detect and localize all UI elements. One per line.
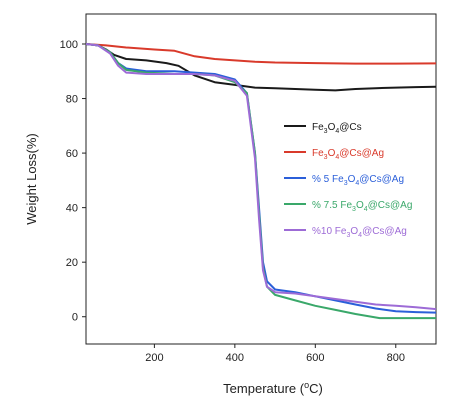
plot-frame: [85, 13, 437, 345]
y-tick-label: 0: [72, 312, 78, 324]
x-axis-label: Temperature (oC): [223, 380, 323, 396]
series-line-2: [85, 43, 437, 65]
series-line-5: [85, 43, 437, 311]
y-tick-label: 100: [60, 39, 78, 51]
y-tick-label: 20: [66, 257, 78, 269]
legend: Fe3O4@Cs Fe3O4@Cs@Ag % 5 Fe3O4@Cs@Ag % 7.5 …: [284, 122, 412, 239]
x-axis: 200 400 600 800: [145, 344, 405, 364]
legend-label: %10 Fe3O4@Cs@Ag: [312, 226, 407, 239]
x-tick-label: 200: [145, 352, 163, 364]
y-tick-label: 40: [66, 203, 78, 215]
x-tick-label: 400: [226, 352, 244, 364]
legend-label: % 7.5 Fe3O4@Cs@Ag: [312, 200, 412, 213]
y-axis-label: Weight Loss(%): [24, 133, 39, 225]
y-axis: 0 20 40 60 80 100: [60, 39, 86, 324]
y-tick-label: 80: [66, 94, 78, 106]
series-line-1: [85, 43, 437, 92]
x-tick-label: 800: [387, 352, 405, 364]
legend-label: % 5 Fe3O4@Cs@Ag: [312, 174, 404, 187]
legend-label: Fe3O4@Cs@Ag: [312, 148, 384, 161]
legend-label: Fe3O4@Cs: [312, 122, 362, 135]
y-tick-label: 60: [66, 148, 78, 160]
series-layer: [85, 43, 437, 320]
x-tick-label: 600: [306, 352, 324, 364]
